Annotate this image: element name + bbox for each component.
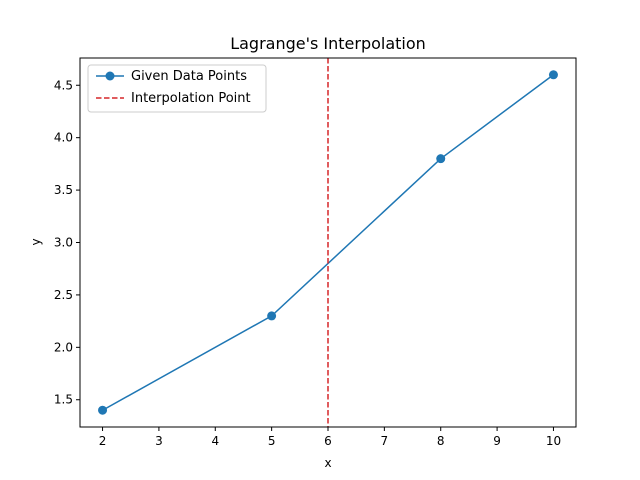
legend-box — [87, 64, 267, 113]
y-tick-label: 3.5 — [54, 183, 73, 197]
x-axis: 2 3 4 5 6 7 8 9 10 — [99, 427, 561, 448]
y-tick-label: 4.0 — [54, 131, 73, 145]
x-tick-label: 4 — [211, 434, 219, 448]
legend: Given Data Points Interpolation Point — [87, 64, 267, 113]
x-tick-label: 10 — [546, 434, 561, 448]
y-tick-label: 4.5 — [54, 78, 73, 92]
x-tick-label: 9 — [493, 434, 501, 448]
y-axis-label: y — [29, 238, 43, 245]
legend-label-interpolation: Interpolation Point — [131, 91, 251, 106]
x-tick-label: 5 — [268, 434, 276, 448]
x-axis-label: x — [324, 456, 331, 470]
x-tick-label: 8 — [437, 434, 445, 448]
data-point — [267, 311, 277, 321]
chart-title: Lagrange's Interpolation — [230, 34, 426, 53]
y-tick-label: 2.5 — [54, 288, 73, 302]
series-line-given-data — [102, 74, 554, 411]
x-tick-label: 3 — [155, 434, 163, 448]
x-tick-label: 7 — [381, 434, 389, 448]
data-point — [548, 70, 558, 80]
y-axis: 1.5 2.0 2.5 3.0 3.5 4.0 4.5 — [54, 78, 80, 407]
legend-marker-given-data — [105, 71, 115, 81]
plot-area — [98, 58, 558, 427]
data-point — [436, 154, 446, 164]
data-point — [98, 405, 108, 415]
legend-label-given-data: Given Data Points — [131, 69, 247, 84]
y-tick-label: 1.5 — [54, 393, 73, 407]
x-tick-label: 6 — [324, 434, 332, 448]
y-tick-label: 3.0 — [54, 236, 73, 250]
x-tick-label: 2 — [99, 434, 107, 448]
y-tick-label: 2.0 — [54, 340, 73, 354]
